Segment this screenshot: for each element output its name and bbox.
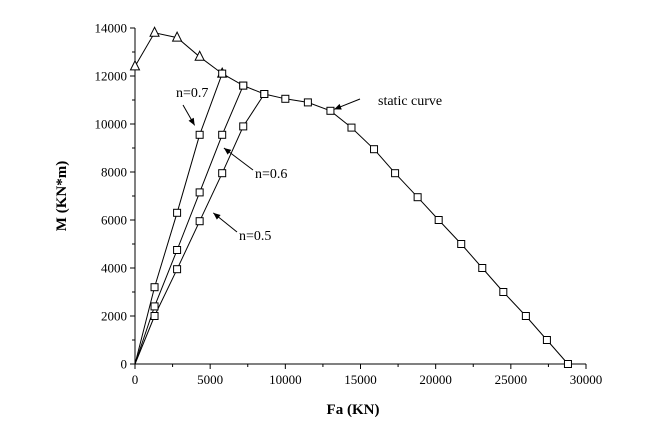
triangle-marker bbox=[129, 59, 141, 71]
x-tick-label: 30000 bbox=[570, 372, 603, 387]
annotation-arrowhead bbox=[213, 212, 221, 220]
square-marker bbox=[434, 216, 443, 224]
square-marker bbox=[391, 169, 400, 178]
x-tick-label: 25000 bbox=[495, 372, 528, 387]
y-tick-label: 12000 bbox=[95, 69, 128, 84]
square-marker bbox=[173, 246, 182, 254]
square-marker bbox=[195, 130, 204, 139]
annotation-arrowhead bbox=[188, 117, 195, 126]
square-marker bbox=[457, 240, 466, 248]
x-axis-title: Fa (KN) bbox=[327, 402, 380, 418]
y-tick-label: 8000 bbox=[101, 165, 127, 180]
annotation-arrowhead bbox=[223, 148, 232, 155]
square-marker bbox=[521, 312, 530, 320]
square-marker bbox=[218, 169, 227, 178]
y-tick-label: 10000 bbox=[95, 117, 128, 132]
y-axis-title: M (KN*m) bbox=[54, 161, 70, 231]
x-tick-label: 0 bbox=[132, 372, 139, 387]
annotation-label: n=0.6 bbox=[255, 167, 287, 182]
square-marker bbox=[281, 94, 290, 103]
square-marker bbox=[542, 336, 551, 344]
square-marker bbox=[173, 265, 182, 274]
y-tick-label: 2000 bbox=[101, 309, 127, 324]
square-marker bbox=[239, 122, 248, 131]
y-tick-label: 6000 bbox=[101, 213, 127, 228]
triangle-marker bbox=[149, 26, 160, 37]
x-tick-label: 20000 bbox=[419, 372, 452, 387]
square-marker bbox=[150, 302, 159, 311]
x-tick-label: 15000 bbox=[344, 372, 377, 387]
square-marker bbox=[218, 69, 227, 78]
annotations: static curve n=0.7 n=0.6 n=0.5 bbox=[176, 86, 442, 244]
series-group bbox=[129, 26, 572, 368]
axes: 0 2000 4000 6000 8000 10000 12000 14000 0 5000 100… bbox=[95, 21, 603, 388]
series-line bbox=[134, 85, 244, 365]
annotation-label: n=0.7 bbox=[176, 86, 208, 101]
square-marker bbox=[499, 288, 508, 296]
square-marker bbox=[260, 90, 269, 98]
triangle-marker bbox=[194, 50, 205, 61]
square-marker bbox=[150, 312, 159, 320]
square-marker bbox=[150, 283, 159, 292]
x-tick-label: 10000 bbox=[269, 372, 302, 387]
y-tick-label: 14000 bbox=[95, 21, 128, 36]
square-marker bbox=[303, 98, 312, 107]
series-line bbox=[134, 73, 223, 365]
annotation-label: static curve bbox=[378, 94, 442, 109]
square-marker bbox=[239, 81, 248, 90]
y-tick-label: 0 bbox=[121, 357, 128, 372]
triangle-marker bbox=[171, 30, 183, 42]
square-marker bbox=[195, 217, 204, 226]
square-marker bbox=[326, 106, 335, 115]
square-marker bbox=[195, 188, 204, 197]
square-marker bbox=[218, 130, 227, 139]
square-marker bbox=[413, 193, 422, 202]
square-marker bbox=[563, 360, 572, 368]
square-marker bbox=[347, 123, 356, 132]
annotation-arrowhead bbox=[334, 103, 342, 110]
x-tick-label: 5000 bbox=[197, 372, 223, 387]
square-marker bbox=[478, 264, 487, 272]
square-marker bbox=[370, 145, 379, 154]
series-line bbox=[134, 32, 569, 365]
y-tick-label: 4000 bbox=[101, 261, 127, 276]
annotation-label: n=0.5 bbox=[239, 229, 271, 244]
square-marker bbox=[173, 208, 182, 217]
